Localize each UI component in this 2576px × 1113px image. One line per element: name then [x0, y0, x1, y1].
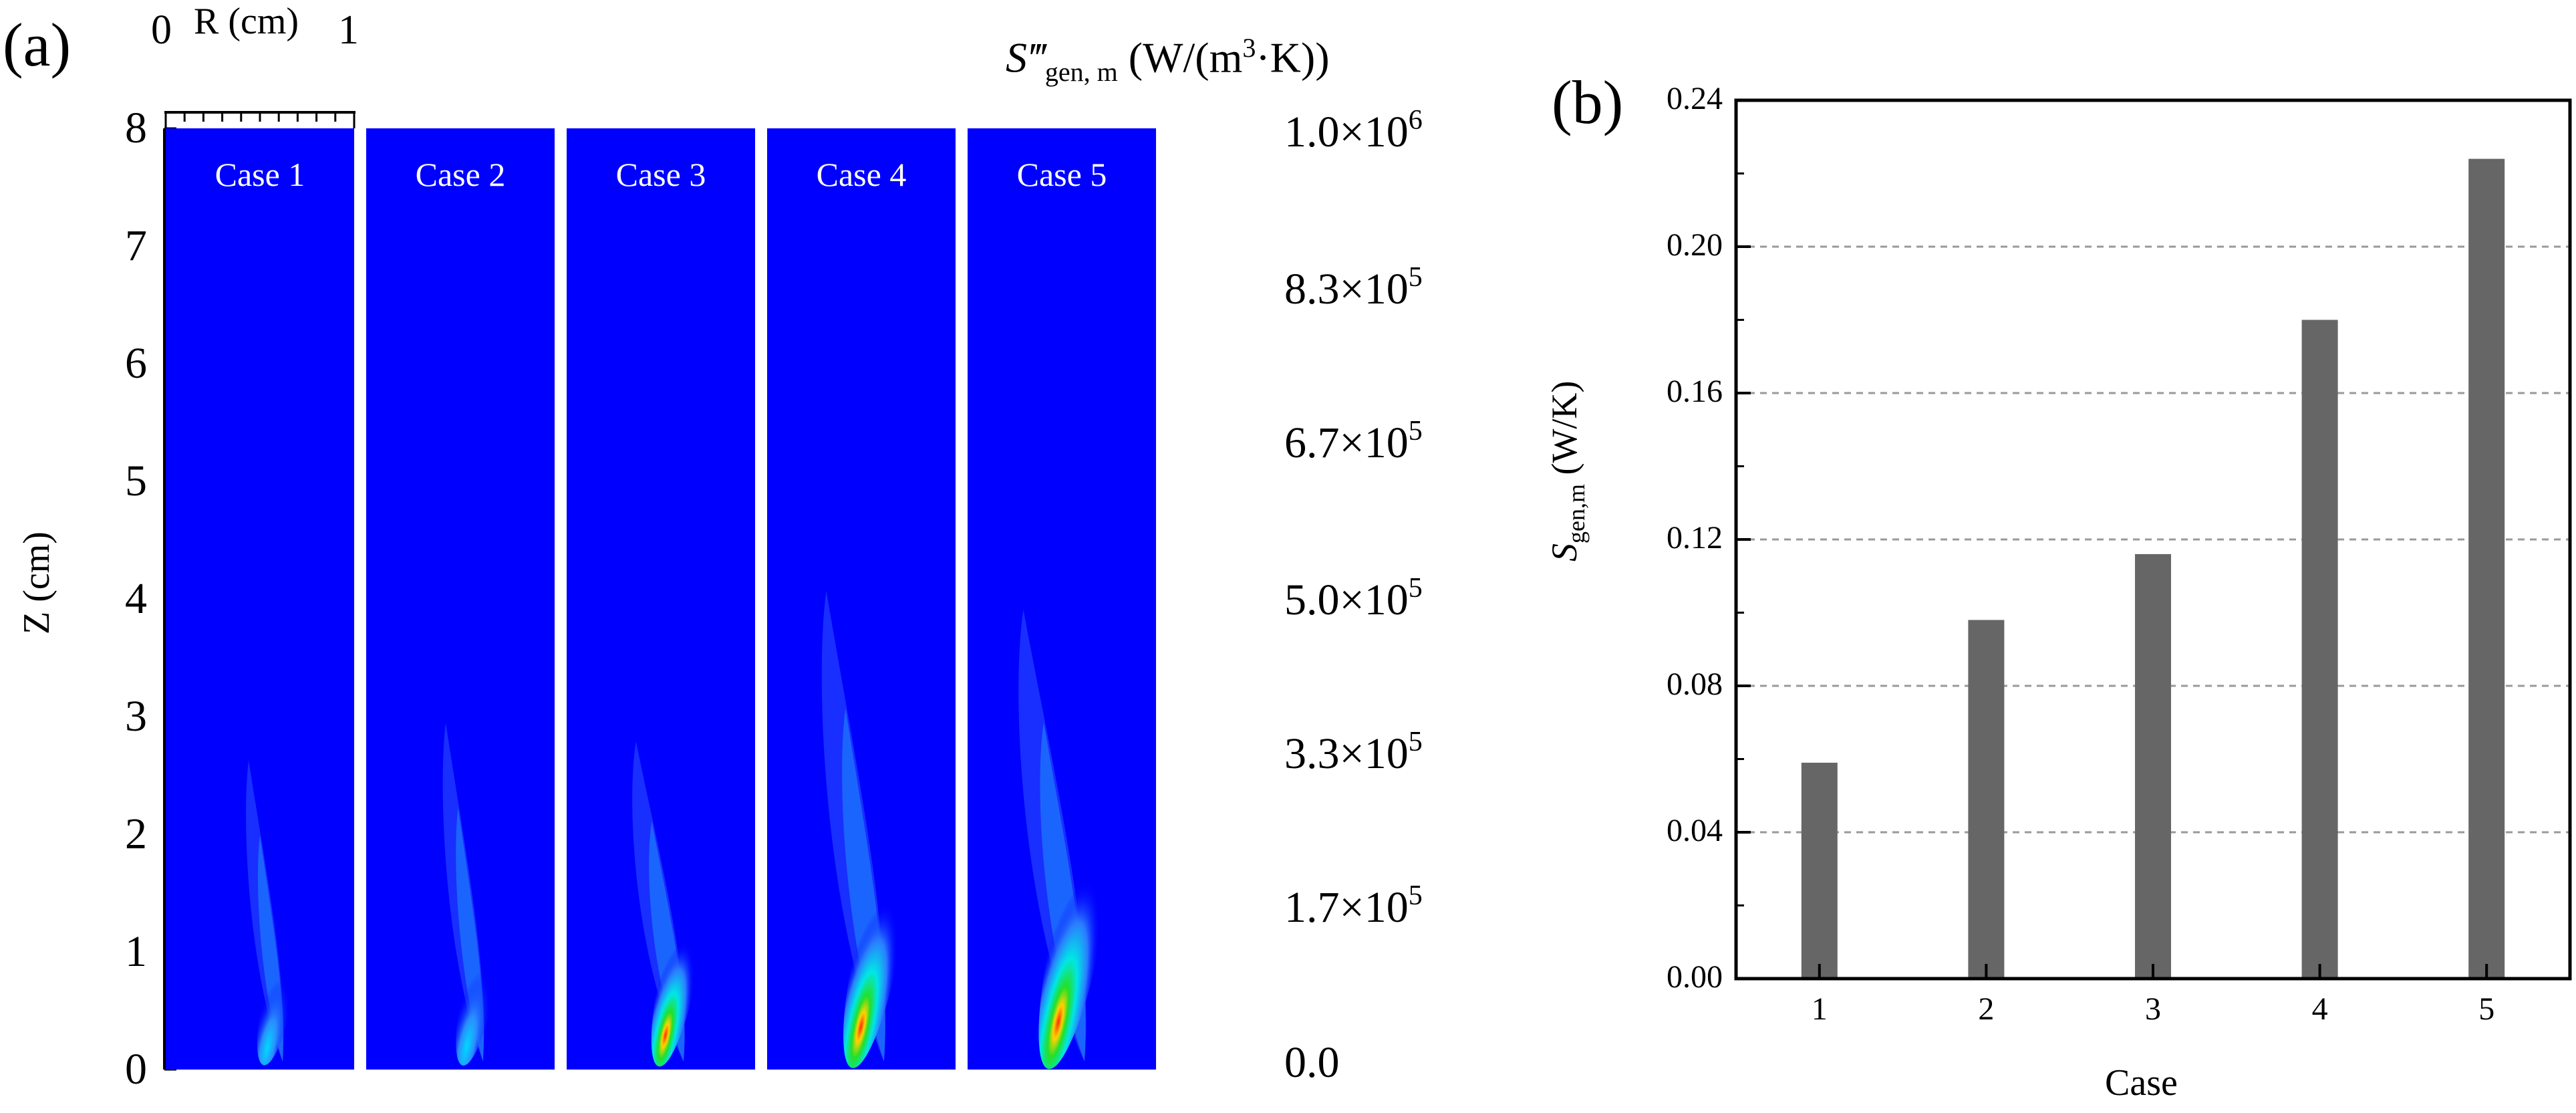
bar — [2468, 158, 2505, 979]
contour-field — [163, 111, 1156, 1071]
case-label: Case 5 — [1016, 156, 1107, 193]
colorbar-title: S‴gen, m (W/(m3·K)) — [1006, 32, 1330, 88]
plume-core — [843, 862, 905, 1068]
bar-axis-ticks — [1736, 99, 2488, 980]
z-tick-label: 0 — [125, 1045, 147, 1094]
z-tick-label: 1 — [125, 927, 147, 976]
bar-y-tick-label: 0.00 — [1667, 959, 1723, 995]
bar-y-tick-label: 0.12 — [1667, 520, 1723, 555]
bar-y-tick-label: 0.24 — [1667, 81, 1723, 116]
bar-x-tick-label: 5 — [2478, 991, 2495, 1027]
plume-core — [1038, 833, 1108, 1070]
case-label: Case 3 — [615, 156, 706, 193]
z-tick-label: 8 — [125, 104, 147, 152]
z-tick-label: 4 — [125, 574, 147, 623]
colorbar-tick-label: 1.0×106 — [1284, 105, 1423, 156]
case-label: Case 1 — [214, 156, 305, 193]
colorbar-title-sub: gen, m — [1044, 57, 1118, 88]
z-tick-label: 5 — [125, 457, 147, 505]
bar-y-label-main: S — [1544, 543, 1584, 562]
colorbar-title-unit-suffix: ·K)) — [1256, 33, 1330, 82]
r-axis-end: 1 — [338, 7, 359, 53]
z-tick-label: 3 — [125, 692, 147, 741]
case-panels — [166, 128, 1156, 1070]
panel-b-label: (b) — [1552, 68, 1624, 136]
case-label: Case 2 — [415, 156, 506, 193]
bar-x-label: Case — [2105, 1062, 2178, 1104]
r-axis-label: R (cm) — [194, 1, 299, 42]
bar-grid — [1736, 245, 2570, 834]
bar-y-label: Sgen,m (W/K) — [1544, 381, 1590, 562]
z-tick-label: 7 — [125, 221, 147, 270]
colorbar-title-unit-exp: 3 — [1242, 33, 1256, 63]
r-axis-start: 0 — [151, 7, 172, 53]
plume-core — [456, 939, 496, 1066]
bar-x-tick-label: 3 — [2145, 991, 2161, 1027]
bar — [2135, 553, 2171, 979]
bar — [1801, 762, 1838, 979]
z-tick-label: 2 — [125, 810, 147, 858]
colorbar-tick-label: 5.0×105 — [1284, 573, 1423, 624]
bar-y-label-sub: gen,m — [1562, 484, 1590, 543]
colorbar-tick-label: 0.0 — [1284, 1038, 1340, 1087]
colorbar-title-unit-prefix: (W/(m — [1128, 33, 1243, 82]
bar-x-tick-label: 4 — [2311, 991, 2328, 1027]
bar-y-tick-label: 0.20 — [1667, 227, 1723, 263]
bar — [2301, 320, 2338, 979]
colorbar-tick-label: 3.3×105 — [1284, 727, 1423, 778]
plume-core — [257, 949, 295, 1066]
colorbar-title-symbol: S‴ — [1006, 33, 1045, 82]
colorbar-tick-label: 6.7×105 — [1284, 416, 1423, 467]
bar-x-tick-label: 1 — [1811, 991, 1828, 1027]
bar-y-tick-label: 0.04 — [1667, 813, 1723, 848]
bar-y-label-unit: (W/K) — [1544, 380, 1584, 485]
bar-y-tick-label: 0.08 — [1667, 666, 1723, 702]
bar-y-tick-label: 0.16 — [1667, 374, 1723, 409]
bar-plot-frame — [1734, 98, 2572, 981]
panel-a-label: (a) — [3, 11, 71, 79]
z-tick-label: 6 — [125, 339, 147, 388]
bar-x-tick-label: 2 — [1978, 991, 1995, 1027]
plume-core — [651, 910, 700, 1067]
bar — [1968, 620, 2005, 979]
case-label: Case 4 — [816, 156, 907, 193]
colorbar-tick-label: 8.3×105 — [1284, 262, 1423, 314]
bar-series — [1801, 158, 2505, 979]
colorbar-tick-label: 1.7×105 — [1284, 880, 1423, 932]
r-scale-bar — [164, 111, 355, 128]
